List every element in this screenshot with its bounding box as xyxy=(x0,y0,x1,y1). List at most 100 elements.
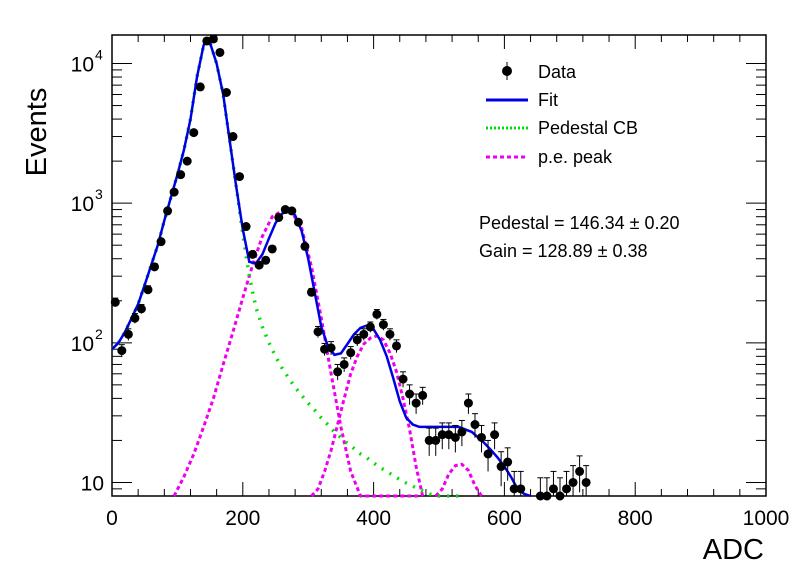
data-marker xyxy=(267,244,277,254)
y-tick-exponent: 4 xyxy=(95,47,103,63)
data-point xyxy=(437,422,447,450)
y-tick-label: 10 xyxy=(71,333,94,356)
data-marker xyxy=(548,484,558,494)
data-marker xyxy=(457,427,467,437)
data-marker xyxy=(496,462,506,472)
data-marker xyxy=(483,449,493,459)
legend-label-pedestal-cb: Pedestal CB xyxy=(538,118,638,138)
data-marker xyxy=(241,222,251,232)
data-point xyxy=(503,447,513,481)
data-marker xyxy=(463,398,473,408)
data-marker xyxy=(555,491,565,501)
data-point xyxy=(313,325,323,338)
data-points xyxy=(110,34,591,501)
data-marker xyxy=(516,484,526,494)
data-point xyxy=(405,384,415,405)
data-marker xyxy=(221,87,231,97)
data-point xyxy=(424,427,434,456)
legend-label-pe-peak: p.e. peak xyxy=(538,147,613,167)
x-tick-label: 400 xyxy=(356,507,391,530)
legend-label-data: Data xyxy=(538,62,577,82)
data-marker xyxy=(490,430,500,440)
data-marker xyxy=(568,477,578,487)
x-axis-title: ADC xyxy=(703,534,764,566)
data-marker xyxy=(235,172,245,182)
data-marker xyxy=(306,287,316,297)
data-marker xyxy=(254,260,264,270)
data-marker xyxy=(418,390,428,400)
data-marker xyxy=(189,128,199,138)
data-marker xyxy=(313,327,323,337)
data-point xyxy=(483,439,493,472)
x-tick-label: 600 xyxy=(487,507,522,530)
data-point xyxy=(490,422,500,450)
data-marker xyxy=(326,343,336,353)
data-point xyxy=(581,465,591,496)
data-marker xyxy=(424,435,434,445)
data-point xyxy=(176,170,186,180)
data-point xyxy=(516,470,526,496)
data-point xyxy=(163,206,173,216)
data-marker xyxy=(509,484,519,494)
data-point xyxy=(477,424,487,453)
data-point xyxy=(333,363,343,381)
data-point xyxy=(267,244,277,254)
data-marker xyxy=(228,132,238,142)
data-point xyxy=(293,217,303,227)
x-tick-label: 800 xyxy=(618,507,653,530)
pedestal-cb-curve xyxy=(110,35,459,498)
data-marker xyxy=(562,484,572,494)
data-point xyxy=(130,313,140,324)
data-point xyxy=(143,285,153,295)
data-point xyxy=(136,304,146,314)
data-marker xyxy=(339,359,349,369)
data-point xyxy=(411,393,421,414)
pe-peak-curve xyxy=(434,462,483,498)
data-marker xyxy=(385,329,395,339)
data-point xyxy=(117,344,127,358)
data-marker xyxy=(542,491,552,501)
data-point xyxy=(398,371,408,388)
data-marker xyxy=(575,466,585,476)
data-marker xyxy=(365,322,375,332)
legend-item-pedestal-cb: Pedestal CB xyxy=(486,118,638,138)
data-point xyxy=(189,128,199,138)
y-tick-exponent: 2 xyxy=(95,326,103,342)
data-marker xyxy=(378,320,388,330)
data-marker xyxy=(431,435,441,445)
pe-peak-curve xyxy=(172,209,420,498)
data-point xyxy=(169,187,179,197)
data-point xyxy=(378,318,388,331)
data-marker xyxy=(130,313,140,323)
data-point xyxy=(470,413,480,438)
data-marker xyxy=(477,432,487,442)
data-marker xyxy=(215,47,225,57)
data-point xyxy=(228,132,238,142)
data-marker xyxy=(123,329,133,339)
data-marker xyxy=(346,348,356,358)
data-marker xyxy=(163,206,173,216)
data-marker xyxy=(405,389,415,399)
data-marker xyxy=(169,187,179,197)
data-point xyxy=(555,477,565,501)
data-marker xyxy=(391,341,401,351)
x-tick-label: 1000 xyxy=(743,507,790,530)
data-point xyxy=(365,321,375,333)
data-marker xyxy=(287,206,297,216)
data-marker xyxy=(136,304,146,314)
data-point xyxy=(156,237,166,247)
data-marker xyxy=(398,374,408,384)
data-point xyxy=(457,419,467,447)
data-marker xyxy=(411,398,421,408)
data-marker xyxy=(176,170,186,180)
data-marker xyxy=(470,420,480,430)
data-point xyxy=(123,328,133,341)
data-point xyxy=(326,341,336,355)
data-point xyxy=(306,287,316,297)
legend-label-fit: Fit xyxy=(538,90,558,110)
data-point xyxy=(261,255,271,265)
data-point xyxy=(575,455,585,493)
data-marker xyxy=(208,34,218,44)
pe-peak-curve xyxy=(310,334,425,498)
